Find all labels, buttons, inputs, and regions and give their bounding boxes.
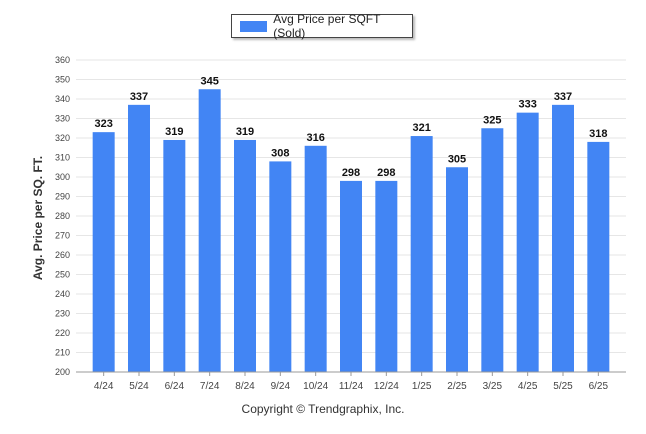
bar-2/25[interactable] bbox=[446, 167, 468, 372]
y-tick-label: 220 bbox=[55, 328, 70, 338]
y-axis-title: Avg. Price per SQ. FT. bbox=[31, 155, 45, 281]
y-tick-label: 360 bbox=[55, 55, 70, 65]
x-tick-label: 6/24 bbox=[165, 381, 185, 392]
x-tick-label: 9/24 bbox=[271, 381, 291, 392]
bar-8/24[interactable] bbox=[234, 139, 256, 372]
bar-3/25[interactable] bbox=[481, 128, 504, 372]
legend-swatch bbox=[240, 20, 268, 32]
y-tick-label: 350 bbox=[55, 75, 70, 85]
x-tick-label: 4/24 bbox=[94, 381, 114, 392]
x-tick-label: 5/24 bbox=[129, 381, 149, 392]
data-label: 319 bbox=[236, 126, 254, 138]
x-axis: 4/24 5/24 6/24 7/24 8/24 9/24 10/24 11/24 12/24 1… bbox=[76, 371, 626, 392]
y-tick-label: 250 bbox=[55, 270, 70, 280]
y-tick-label: 310 bbox=[55, 153, 70, 163]
y-axis: 200 210 220 230 240 250 260 270 280 290 300 310 320 3… bbox=[55, 55, 70, 377]
y-tick-label: 240 bbox=[55, 289, 70, 299]
x-tick-label: 5/25 bbox=[553, 381, 573, 392]
data-label: 321 bbox=[412, 122, 430, 134]
x-tick-label: 10/24 bbox=[303, 381, 328, 392]
y-tick-label: 300 bbox=[55, 172, 70, 182]
data-label: 298 bbox=[342, 167, 360, 179]
legend-label: Avg Price per SQFT (Sold) bbox=[273, 12, 381, 40]
x-tick-label: 8/24 bbox=[235, 381, 255, 392]
data-label: 325 bbox=[483, 114, 501, 126]
x-tick-label: 11/24 bbox=[339, 381, 364, 392]
bar-11/24[interactable] bbox=[340, 180, 362, 372]
y-tick-label: 290 bbox=[55, 192, 70, 202]
data-label: 337 bbox=[554, 91, 572, 103]
y-tick-label: 320 bbox=[55, 133, 70, 143]
data-label: 319 bbox=[165, 126, 183, 138]
bar-10/24[interactable] bbox=[304, 145, 327, 372]
bar-9/24[interactable] bbox=[269, 161, 292, 372]
data-label: 308 bbox=[271, 147, 289, 159]
x-tick-label: 7/24 bbox=[200, 381, 220, 392]
bar-5/24[interactable] bbox=[128, 104, 150, 372]
y-tick-label: 200 bbox=[55, 367, 70, 377]
legend[interactable]: Avg Price per SQFT (Sold) bbox=[231, 12, 413, 40]
bar-1/25[interactable] bbox=[410, 136, 433, 372]
data-label: 333 bbox=[518, 99, 536, 111]
bar-4/24[interactable] bbox=[92, 132, 115, 372]
data-label: 318 bbox=[589, 128, 607, 140]
x-tick-label: 1/25 bbox=[412, 381, 432, 392]
x-tick-label: 4/25 bbox=[518, 381, 538, 392]
bar-4/25[interactable] bbox=[516, 112, 539, 373]
y-tick-label: 260 bbox=[55, 250, 70, 260]
bar-5/25[interactable] bbox=[552, 104, 574, 372]
bar-12/24[interactable] bbox=[375, 180, 398, 372]
x-tick-label: 3/25 bbox=[483, 381, 503, 392]
x-tick-label: 6/25 bbox=[589, 381, 609, 392]
y-tick-label: 280 bbox=[55, 211, 70, 221]
bar-6/25[interactable] bbox=[587, 141, 610, 372]
bars bbox=[92, 89, 610, 373]
x-tick-label: 2/25 bbox=[447, 381, 467, 392]
y-tick-label: 340 bbox=[55, 94, 70, 104]
data-labels: 323 337 319 345 319 308 316 298 298 321 305 325 333 3… bbox=[94, 75, 607, 179]
data-label: 316 bbox=[306, 132, 324, 144]
bar-7/24[interactable] bbox=[198, 89, 221, 372]
data-label: 298 bbox=[377, 167, 395, 179]
y-tick-label: 210 bbox=[55, 348, 70, 358]
y-tick-label: 230 bbox=[55, 309, 70, 319]
data-label: 337 bbox=[130, 91, 148, 103]
y-tick-label: 270 bbox=[55, 231, 70, 241]
data-label: 345 bbox=[200, 75, 218, 87]
x-tick-label: 12/24 bbox=[374, 381, 399, 392]
y-tick-label: 330 bbox=[55, 114, 70, 124]
data-label: 323 bbox=[94, 118, 112, 130]
bar-6/24[interactable] bbox=[163, 139, 186, 372]
data-label: 305 bbox=[448, 153, 466, 165]
copyright-footer: Copyright © Trendgraphix, Inc. bbox=[241, 402, 405, 416]
